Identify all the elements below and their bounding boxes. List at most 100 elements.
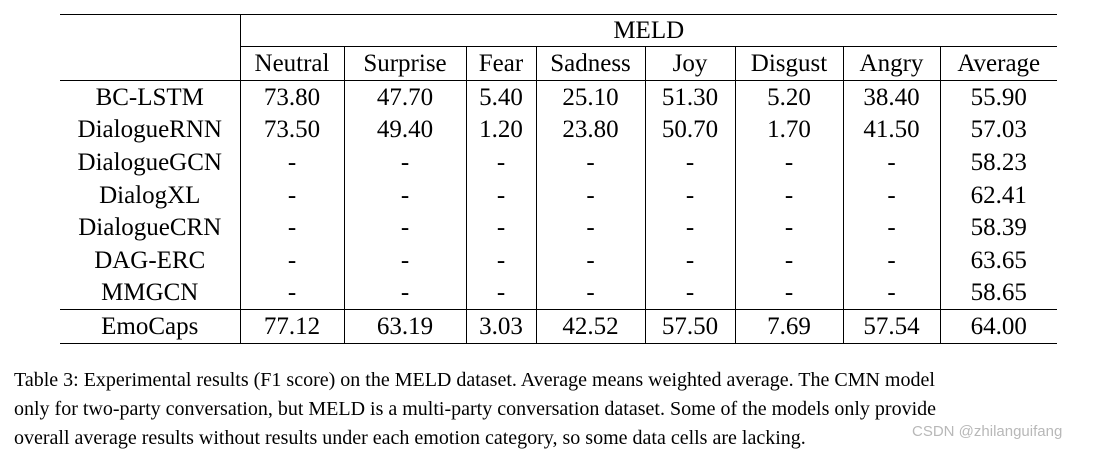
score-cell: - (735, 178, 844, 212)
model-name-cell: DialogueRNN (60, 113, 241, 147)
score-cell: 5.20 (735, 80, 844, 114)
score-cell: - (240, 276, 345, 310)
score-cell: - (645, 243, 736, 277)
score-cell: - (735, 243, 844, 277)
score-cell: - (466, 276, 537, 310)
score-cell: - (240, 146, 345, 179)
column-header-disgust: Disgust (735, 46, 844, 81)
model-name-cell: MMGCN (60, 276, 241, 310)
score-cell: 47.70 (344, 80, 467, 114)
score-cell: 57.54 (843, 309, 941, 345)
score-cell: - (466, 146, 537, 179)
column-header-joy: Joy (645, 46, 736, 81)
score-cell: 55.90 (970, 83, 1027, 111)
caption-line-1: Table 3: Experimental results (F1 score)… (14, 369, 935, 391)
score-cell: - (645, 276, 736, 310)
score-cell: 58.23 (970, 148, 1027, 176)
column-header-sadness: Sadness (536, 46, 646, 81)
score-cell: - (536, 211, 646, 244)
model-name-cell: DialogueCRN (60, 211, 241, 244)
column-header-neutral: Neutral (240, 46, 345, 81)
model-name-cell: DAG-ERC (60, 243, 241, 277)
table-model-header-cell (60, 46, 241, 81)
score-cell: 7.69 (735, 309, 844, 345)
meld-results-table: MELD Neutral Surprise Fear Sadness Joy D… (60, 14, 1057, 345)
caption-line-2: only for two-party conversation, but MEL… (14, 398, 937, 420)
score-cell: 38.40 (843, 80, 941, 114)
table-row: MMGCN - - - - - - -58.65 (60, 276, 1057, 310)
score-cell: 62.41 (970, 181, 1027, 209)
table-caption: Table 3: Experimental results (F1 score)… (14, 366, 1104, 453)
score-cell: - (344, 146, 467, 179)
column-header-angry: Angry (843, 46, 941, 81)
score-cell: 58.39 (970, 214, 1027, 242)
column-header-average: Average (940, 46, 1057, 81)
score-cell: 63.19 (344, 309, 467, 345)
score-cell: - (843, 243, 941, 277)
score-cell: - (240, 211, 345, 244)
score-cell: 64.00 (940, 309, 1057, 345)
score-cell: - (645, 178, 736, 212)
score-cell: - (536, 276, 646, 310)
table-row: DialogueRNN 73.50 49.40 1.20 23.80 50.70 1.70 4… (60, 113, 1057, 147)
score-cell: 42.52 (536, 309, 646, 345)
score-cell: - (466, 211, 537, 244)
table-corner-cell (60, 14, 241, 47)
score-cell: - (843, 276, 941, 310)
score-cell: 73.80 (240, 80, 345, 114)
score-cell: 57.50 (645, 309, 736, 345)
score-cell: 49.40 (344, 113, 467, 147)
column-header-surprise: Surprise (344, 46, 467, 81)
caption-line-3: overall average results without results … (14, 427, 806, 449)
table-row-ours: EmoCaps 77.12 63.19 3.03 42.52 57.50 7.69 57.54… (60, 309, 1057, 345)
table-row: BC-LSTM 73.80 47.70 5.40 25.10 51.30 5.20 38.40… (60, 80, 1057, 114)
model-name-cell: EmoCaps (60, 309, 241, 345)
column-header-fear: Fear (466, 46, 537, 81)
score-cell: 73.50 (240, 113, 345, 147)
model-name-cell: DialogXL (60, 178, 241, 212)
score-cell: - (645, 146, 736, 179)
score-cell: 1.70 (735, 113, 844, 147)
score-cell: - (536, 243, 646, 277)
score-cell: 57.03 (970, 116, 1027, 144)
score-cell: 25.10 (536, 80, 646, 114)
score-cell: - (843, 146, 941, 179)
score-cell: 63.65 (970, 246, 1027, 274)
score-cell: 23.80 (536, 113, 646, 147)
score-cell: 41.50 (843, 113, 941, 147)
model-name-cell: BC-LSTM (60, 80, 241, 114)
score-cell: - (536, 178, 646, 212)
results-table-container: MELD Neutral Surprise Fear Sadness Joy D… (60, 14, 1057, 345)
score-cell: - (735, 146, 844, 179)
score-cell: - (240, 243, 345, 277)
score-cell: - (735, 211, 844, 244)
score-cell: - (735, 276, 844, 310)
score-cell: 50.70 (645, 113, 736, 147)
csdn-watermark: CSDN @zhilanguifang (912, 423, 1063, 440)
score-cell: 51.30 (645, 80, 736, 114)
score-cell: - (536, 146, 646, 179)
table-row: DialogXL - - - - - - -62.41 (60, 178, 1057, 212)
score-cell: - (645, 211, 736, 244)
score-cell: 77.12 (240, 309, 345, 345)
score-cell: 58.65 (970, 279, 1027, 307)
table-row: DAG-ERC - - - - - - -63.65 (60, 243, 1057, 277)
score-cell: 1.20 (466, 113, 537, 147)
score-cell: - (466, 178, 537, 212)
score-cell: - (344, 276, 467, 310)
score-cell: 5.40 (466, 80, 537, 114)
score-cell: - (344, 243, 467, 277)
score-cell: - (344, 178, 467, 212)
score-cell: - (344, 211, 467, 244)
score-cell: 3.03 (466, 309, 537, 345)
table-row: DialogueGCN - - - - - - -58.23 (60, 146, 1057, 179)
table-row: DialogueCRN - - - - - - -58.39 (60, 211, 1057, 244)
score-cell: - (240, 178, 345, 212)
score-cell: - (466, 243, 537, 277)
score-cell: - (843, 211, 941, 244)
score-cell: - (843, 178, 941, 212)
model-name-cell: DialogueGCN (60, 146, 241, 179)
dataset-group-header: MELD (240, 14, 1057, 47)
table-group-header-row: MELD (60, 14, 1057, 47)
table-column-header-row: Neutral Surprise Fear Sadness Joy Disgus… (60, 46, 1057, 81)
